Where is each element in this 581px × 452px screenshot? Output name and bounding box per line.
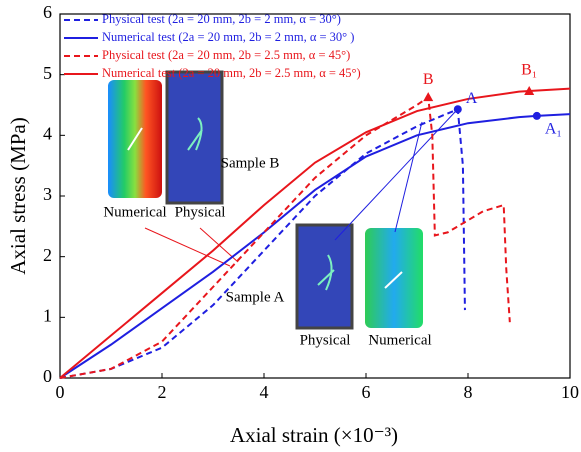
legend-label: Physical test (2a = 20 mm, 2b = 2 mm, α … (102, 12, 341, 26)
legend-label: Numerical test (2a = 20 mm, 2b = 2 mm, α… (102, 30, 354, 44)
physical-image-b (165, 70, 224, 205)
y-tick-label: 2 (43, 245, 52, 265)
series-line (59, 107, 466, 379)
annotation: Numerical (368, 332, 431, 348)
annotation: Physical (300, 332, 351, 348)
x-tick-label: 2 (158, 382, 167, 402)
leader-line (144, 227, 231, 267)
point-marker (453, 105, 462, 114)
x-tick-label: 10 (561, 382, 579, 402)
physical-image-a (295, 223, 354, 330)
series-line (59, 113, 571, 379)
legend-label: Physical test (2a = 20 mm, 2b = 2.5 mm, … (102, 48, 350, 62)
x-tick-label: 0 (56, 382, 65, 402)
point-label: B₁ (521, 62, 537, 79)
x-tick-label: 6 (362, 382, 371, 402)
y-tick-label: 3 (43, 184, 52, 204)
series-line (59, 87, 571, 379)
point-marker (532, 111, 541, 120)
crack (187, 117, 203, 151)
point-marker (524, 86, 535, 96)
numerical-image-a (365, 228, 423, 328)
crack (127, 127, 143, 151)
annotation: Numerical (103, 204, 166, 220)
crack (317, 254, 335, 291)
crack (384, 271, 403, 289)
y-tick-label: 5 (43, 63, 52, 83)
point-label: B (423, 71, 434, 88)
point-marker (423, 92, 434, 102)
annotation: Physical (175, 204, 226, 220)
y-axis-label: Axial stress (MPa) (6, 117, 30, 274)
x-axis-label: Axial strain (×10⁻³) (230, 423, 398, 447)
legend-label: Numerical test (2a = 20 mm, 2b = 2.5 mm,… (102, 66, 361, 80)
leader-line (394, 121, 423, 233)
annotation: Sample A (226, 289, 285, 305)
x-tick-label: 8 (464, 382, 473, 402)
x-tick-label: 4 (260, 382, 269, 402)
point-label: A (466, 90, 478, 107)
y-tick-label: 1 (43, 305, 52, 325)
point-label: A₁ (545, 121, 562, 138)
y-tick-label: 4 (43, 123, 52, 143)
y-tick-label: 6 (43, 2, 52, 22)
annotation: Sample B (221, 155, 280, 171)
y-tick-label: 0 (43, 366, 52, 386)
leader-line (334, 111, 456, 241)
